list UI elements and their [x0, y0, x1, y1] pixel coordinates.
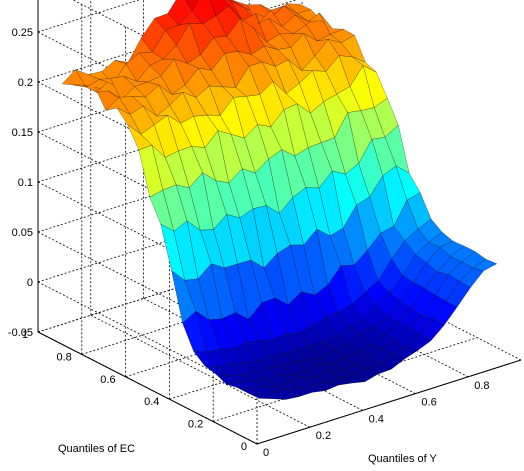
y-axis-line [37, 331, 258, 445]
grid-line [90, 314, 310, 428]
tick-labels: -0.0500.050.10.150.20.250.300.20.40.60.8… [8, 27, 490, 459]
z-tick-label: 0.2 [18, 77, 33, 89]
y-tick-label: 0.4 [144, 396, 159, 408]
y-tick-label: 1 [22, 329, 28, 341]
z-tick-label: 0 [27, 277, 33, 289]
z-tick-label: -0.05 [8, 327, 33, 339]
z-tick-label: 0.1 [18, 177, 33, 189]
x-tick-label: 0.4 [369, 413, 384, 425]
surface-mesh [61, 0, 498, 400]
y-tick-label: 0.8 [57, 351, 72, 363]
y-tick-label: 0.2 [188, 419, 203, 431]
y-axis-label: Quantiles of EC [58, 443, 135, 455]
z-tick-label: 0.15 [12, 127, 33, 139]
x-axis-line [256, 359, 522, 445]
y-tick-label: 0.6 [100, 374, 115, 386]
z-tick-label: 0.05 [12, 227, 33, 239]
x-tick-label: 0 [263, 447, 269, 459]
x-tick-label: 0.2 [316, 430, 331, 442]
x-axis-label: Quantiles of Y [368, 453, 438, 465]
z-tick-label: 0.25 [12, 27, 33, 39]
y-tick-label: 0 [241, 441, 247, 453]
x-tick-label: 0.8 [474, 380, 489, 392]
surface-patch [185, 0, 199, 12]
grid-line [143, 298, 363, 411]
surface-patch [472, 258, 498, 272]
x-tick-label: 0.6 [421, 397, 436, 409]
